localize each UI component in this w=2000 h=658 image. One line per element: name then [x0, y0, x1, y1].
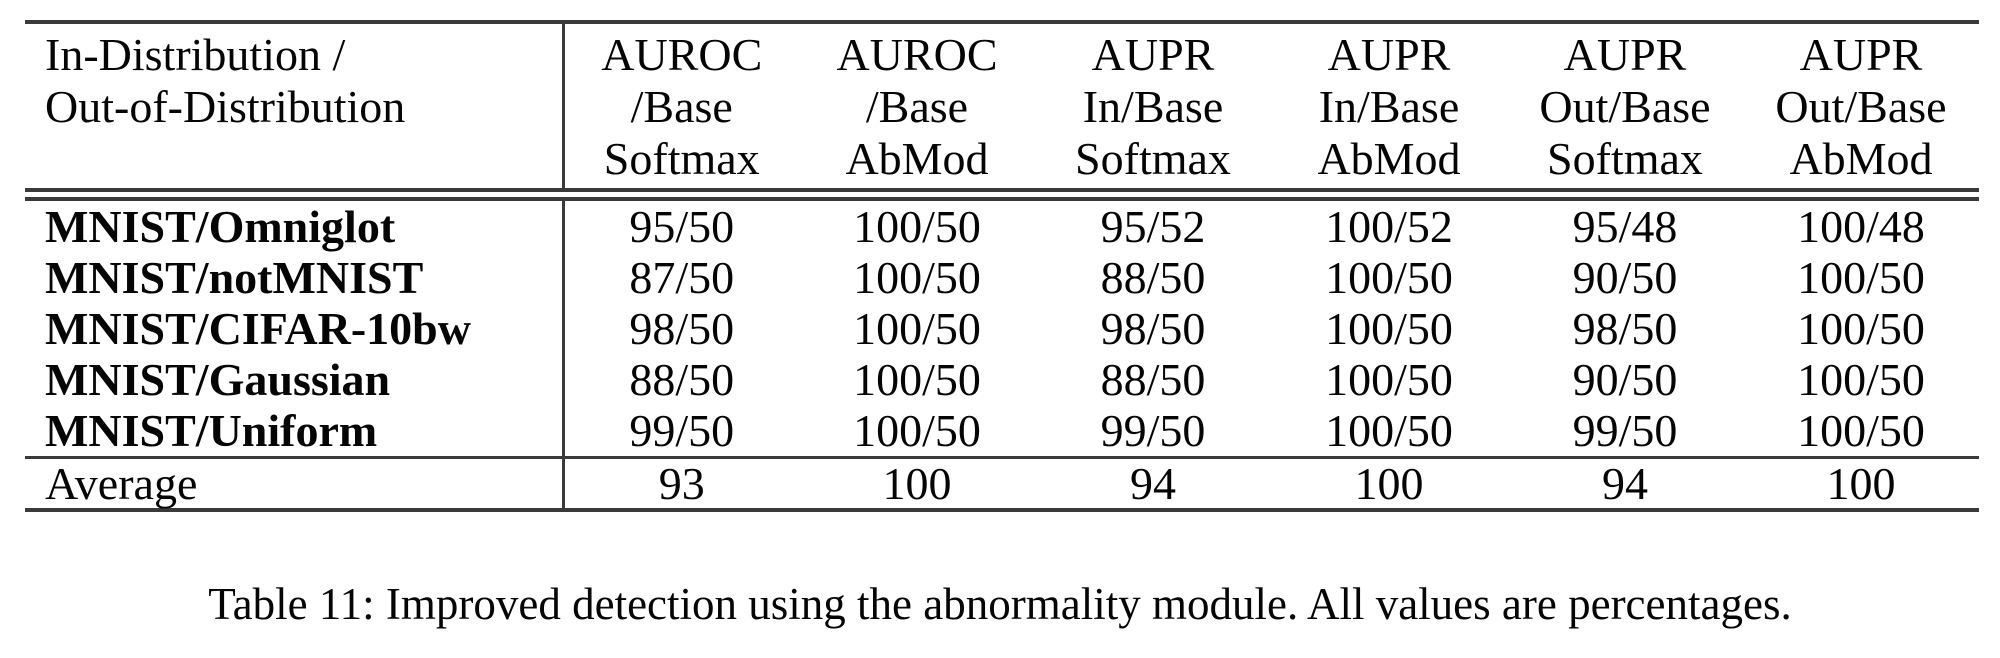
table-cell: 95/48 [1572, 201, 1678, 252]
column-header-line: AbMod [845, 133, 989, 184]
column-header-line: AUPR [1799, 29, 1923, 80]
table-cell: 100 [1826, 458, 1896, 509]
column-header-line: /Base [865, 81, 969, 132]
table-cell: 88/50 [629, 354, 735, 405]
table-cell: 100/50 [1797, 252, 1925, 303]
column-header-line: Out/Base [1775, 81, 1947, 132]
column-header: AUROC /Base Softmax [563, 22, 799, 201]
table-cell: 90/50 [1572, 354, 1678, 405]
column-header-line: AbMod [1317, 133, 1461, 184]
column-header-line: AUROC [601, 29, 763, 80]
column-header-line: In/Base [1082, 81, 1224, 132]
table-cell: 100/50 [1325, 354, 1453, 405]
table-cell: 100/50 [1797, 354, 1925, 405]
row-label: MNIST/Omniglot [25, 194, 565, 252]
column-header-line: Softmax [603, 133, 760, 184]
row-label: MNIST/Gaussian [25, 354, 565, 405]
header-row: In-Distribution / Out-of-Distribution AU… [25, 22, 1979, 201]
table-cell: 100/50 [1797, 303, 1925, 354]
table-cell: 100/50 [799, 405, 1035, 459]
table-cell: 95/50 [629, 201, 735, 252]
table-cell: 100/50 [1271, 405, 1507, 459]
table-cell: 90/50 [1572, 252, 1678, 303]
table-cell: 100/50 [853, 303, 981, 354]
table-cell: 87/50 [629, 252, 735, 303]
table-header: In-Distribution / Out-of-Distribution AU… [25, 22, 1979, 201]
table-cell: 100/50 [1325, 252, 1453, 303]
table-caption: Table 11: Improved detection using the a… [208, 579, 1792, 629]
row-label: MNIST/CIFAR-10bw [25, 303, 565, 354]
table-row: MNIST/notMNIST 87/50 100/50 88/50 100/50… [25, 252, 1979, 303]
column-header: AUPR In/Base AbMod [1271, 22, 1507, 201]
column-header-line: Softmax [1547, 133, 1703, 184]
table-row: MNIST/CIFAR-10bw 98/50 100/50 98/50 100/… [25, 303, 1979, 354]
table-cell: 98/50 [1100, 303, 1206, 354]
results-table: In-Distribution / Out-of-Distribution AU… [25, 20, 1979, 512]
table-cell: 100 [882, 458, 952, 509]
column-header: AUPR Out/Base AbMod [1743, 22, 1979, 201]
table-cell: 99/50 [563, 405, 799, 459]
column-header-line: /Base [630, 81, 733, 132]
table-cell: 99/50 [1507, 405, 1743, 459]
table-cell: 100 [1354, 458, 1424, 509]
table-cell: 100/50 [853, 201, 981, 252]
column-header-line: Out/Base [1539, 81, 1711, 132]
summary-row-label: Average [25, 457, 565, 510]
table-cell: 99/50 [1035, 405, 1271, 459]
table-cell: 100/52 [1325, 201, 1453, 252]
column-header: AUPR In/Base Softmax [1035, 22, 1271, 201]
table-cell: 100/50 [1325, 303, 1453, 354]
table-cell: 100/50 [853, 252, 981, 303]
table-cell: 100/48 [1797, 201, 1925, 252]
table-cell: 95/52 [1100, 201, 1206, 252]
table-cell: 93 [658, 458, 705, 509]
column-header-line: AUPR [1091, 29, 1215, 80]
table-cell: 94 [1602, 458, 1648, 509]
table-cell: 100/50 [853, 354, 981, 405]
table-cell: 88/50 [1100, 354, 1206, 405]
column-header-line: In/Base [1318, 81, 1460, 132]
table-cell: 88/50 [1100, 252, 1206, 303]
table-row: MNIST/Omniglot 95/50 100/50 95/52 100/52… [25, 194, 1979, 252]
table-row: MNIST/Gaussian 88/50 100/50 88/50 100/50… [25, 354, 1979, 405]
table-cell: 100/50 [1743, 405, 1979, 459]
column-header-line: AUPR [1327, 29, 1451, 80]
table-cell: 94 [1130, 458, 1176, 509]
column-header-line: Softmax [1075, 133, 1231, 184]
column-header: AUROC /Base AbMod [799, 22, 1035, 201]
summary-row: Average 93 100 94 100 94 100 [25, 457, 1979, 510]
stub-header-line: In-Distribution / [45, 29, 346, 80]
table-body: MNIST/Omniglot 95/50 100/50 95/52 100/52… [25, 194, 1979, 510]
column-header-line: AUPR [1563, 29, 1687, 80]
table-cell: 98/50 [629, 303, 735, 354]
table-row: MNIST/Uniform 99/50 100/50 99/50 100/50 … [25, 405, 1979, 459]
table-cell: 98/50 [1572, 303, 1678, 354]
stub-header: In-Distribution / Out-of-Distribution [25, 22, 565, 201]
row-label: MNIST/notMNIST [25, 252, 565, 303]
row-label: MNIST/Uniform [25, 405, 565, 459]
column-header: AUPR Out/Base Softmax [1507, 22, 1743, 201]
stub-header-line: Out-of-Distribution [45, 81, 406, 132]
column-header-line: AbMod [1789, 133, 1933, 184]
column-header-line: AUROC [836, 29, 998, 80]
